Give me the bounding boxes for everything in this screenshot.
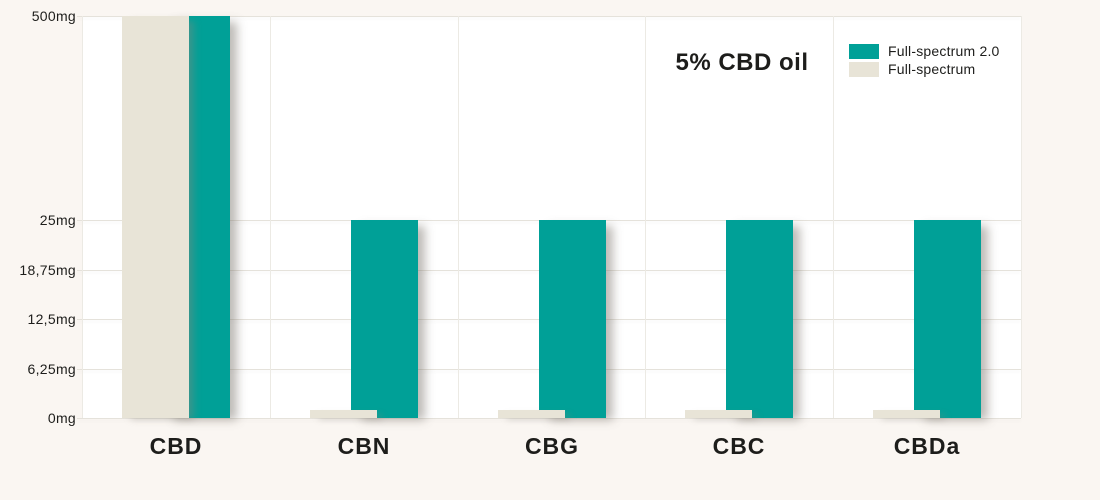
y-axis-tick-0mg: 0mg xyxy=(47,410,76,426)
gridline-h-0mg xyxy=(77,418,1021,419)
legend-item-full-spectrum: Full-spectrum xyxy=(849,60,1000,78)
x-axis-label-CBD: CBD xyxy=(149,433,203,459)
x-axis-label-CBN: CBN xyxy=(337,433,391,459)
bar-CBC-full-spectrum xyxy=(685,410,752,418)
bar-CBN-full-spectrum xyxy=(310,410,377,418)
gridline-v-5 xyxy=(1021,16,1022,418)
gridline-v-0 xyxy=(82,16,83,418)
legend-label-full-spectrum-2-0: Full-spectrum 2.0 xyxy=(888,43,1000,59)
bar-CBD-full-spectrum xyxy=(122,16,189,418)
y-axis-tick-6,25mg: 6,25mg xyxy=(27,360,76,377)
x-axis-label-CBC: CBC xyxy=(712,433,766,459)
x-axis-label-CBDa: CBDa xyxy=(893,433,961,459)
bar-CBDa-full-spectrum-2-0 xyxy=(914,220,981,418)
chart-title: 5% CBD oil xyxy=(675,49,809,76)
bar-CBDa-full-spectrum xyxy=(873,410,940,418)
y-axis-tick-500mg: 500mg xyxy=(31,8,76,24)
legend-swatch-beige xyxy=(849,61,879,77)
legend-item-full-spectrum-2-0: Full-spectrum 2.0 xyxy=(849,42,1000,60)
gridline-v-4 xyxy=(833,16,834,418)
x-axis-label-CBG: CBG xyxy=(524,433,580,459)
y-axis-tick-12,5mg: 12,5mg xyxy=(27,311,76,327)
gridline-v-2 xyxy=(458,16,459,418)
bar-CBG-full-spectrum-2-0 xyxy=(539,220,606,418)
bar-CBG-full-spectrum xyxy=(498,410,565,418)
y-axis-tick-25mg: 25mg xyxy=(39,212,76,228)
bar-CBC-full-spectrum-2-0 xyxy=(726,220,793,418)
y-axis-tick-18,75mg: 18,75mg xyxy=(19,261,76,278)
gridline-h-500mg xyxy=(77,16,1021,17)
legend-label-full-spectrum: Full-spectrum xyxy=(888,61,976,77)
gridline-v-1 xyxy=(270,16,271,418)
legend-swatch-teal xyxy=(849,43,879,59)
gridline-v-3 xyxy=(645,16,646,418)
plot-area xyxy=(77,16,1022,419)
bar-CBN-full-spectrum-2-0 xyxy=(351,220,418,418)
legend: Full-spectrum 2.0 Full-spectrum xyxy=(849,42,1000,78)
